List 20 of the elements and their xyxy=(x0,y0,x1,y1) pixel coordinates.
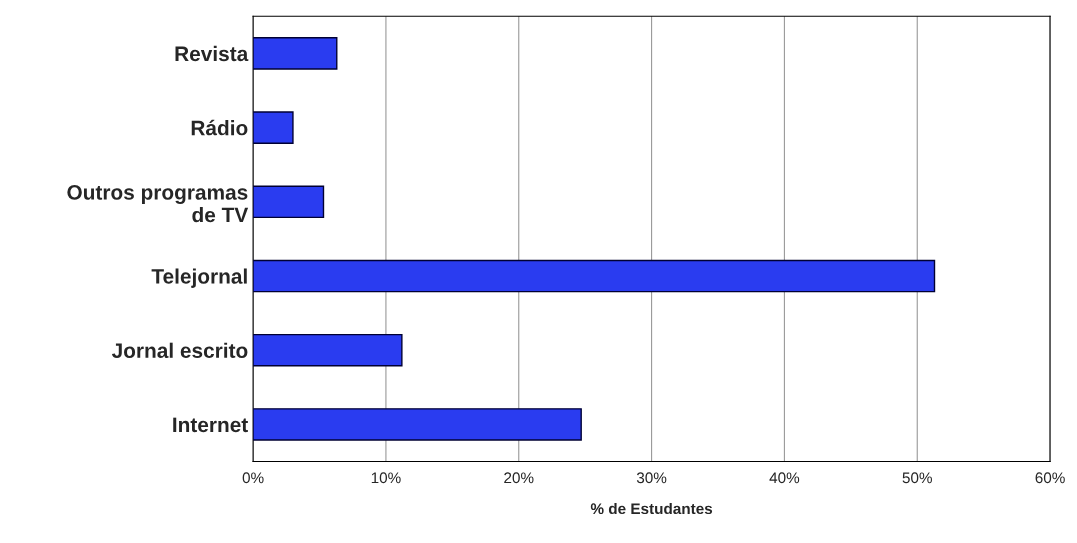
bar xyxy=(253,111,294,144)
y-tick-label: Telejornal xyxy=(151,268,247,288)
bar xyxy=(253,185,325,219)
bar xyxy=(253,408,582,441)
y-tick-label: Revista xyxy=(175,45,249,62)
x-axis-title: % de Estudantes xyxy=(590,502,713,515)
y-tick-label: Rádio xyxy=(191,119,248,136)
x-tick-label: 30% xyxy=(636,472,667,484)
x-tick-label: 0% xyxy=(242,472,264,484)
x-tick-label: 40% xyxy=(769,472,800,484)
x-tick-label: 50% xyxy=(902,472,932,484)
bar xyxy=(253,259,936,293)
y-tick-label: Internet xyxy=(173,417,248,433)
x-tick-label: 20% xyxy=(504,472,534,484)
bar xyxy=(253,333,403,367)
y-tick-label: Jornal escrito xyxy=(111,342,248,358)
x-tick-label: 10% xyxy=(371,472,401,484)
bar xyxy=(253,37,338,70)
y-tick-label: Outros programas de TV xyxy=(67,185,249,223)
x-tick-label: 60% xyxy=(1035,472,1065,484)
